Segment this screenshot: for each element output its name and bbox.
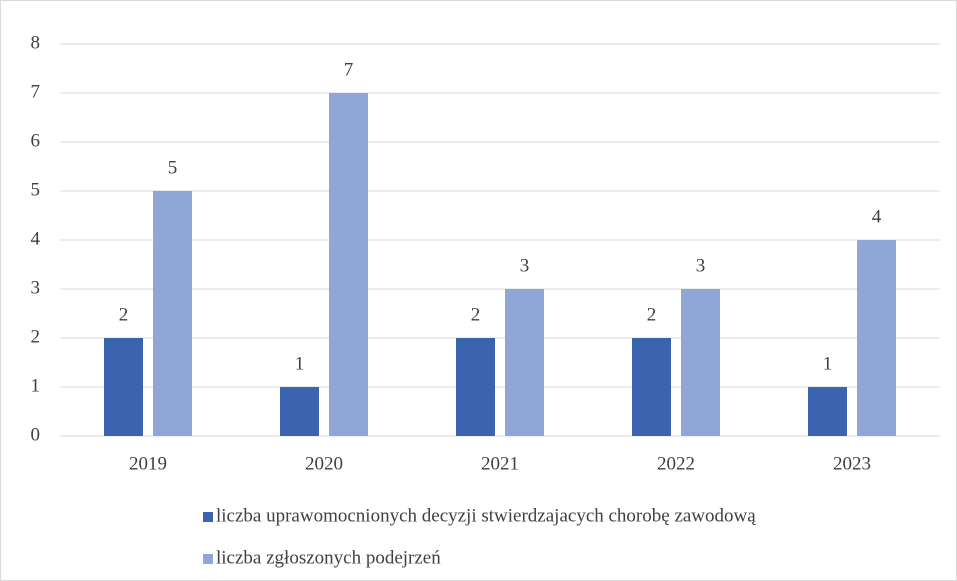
bar xyxy=(632,338,671,436)
y-tick-label: 2 xyxy=(31,326,41,347)
bar xyxy=(857,240,896,436)
y-tick-label: 5 xyxy=(31,179,41,200)
x-tick-label: 2023 xyxy=(833,453,871,474)
y-tick-label: 7 xyxy=(31,81,41,102)
bar xyxy=(104,338,143,436)
bar xyxy=(280,387,319,436)
bar xyxy=(808,387,847,436)
data-label: 3 xyxy=(520,255,530,276)
legend-label: liczba uprawomocnionych decyzji stwierdz… xyxy=(216,505,756,526)
data-label: 1 xyxy=(823,353,833,374)
y-tick-label: 3 xyxy=(31,277,41,298)
x-tick-label: 2022 xyxy=(657,453,695,474)
legend-swatch xyxy=(203,512,213,522)
y-tick-label: 8 xyxy=(31,32,41,53)
bar xyxy=(456,338,495,436)
bar xyxy=(329,93,368,436)
legend-label: liczba zgłoszonych podejrzeń xyxy=(216,547,441,568)
bar xyxy=(153,191,192,436)
data-label: 3 xyxy=(696,255,706,276)
data-label: 1 xyxy=(295,353,305,374)
data-label: 2 xyxy=(119,304,129,325)
y-tick-label: 0 xyxy=(31,424,41,445)
data-label: 5 xyxy=(168,157,178,178)
bar xyxy=(505,289,544,436)
y-tick-label: 1 xyxy=(31,375,41,396)
data-label: 2 xyxy=(647,304,657,325)
x-tick-label: 2019 xyxy=(129,453,167,474)
legend-swatch xyxy=(203,554,213,564)
data-label: 4 xyxy=(872,206,882,227)
data-label: 2 xyxy=(471,304,481,325)
x-tick-label: 2021 xyxy=(481,453,519,474)
y-tick-label: 4 xyxy=(31,228,41,249)
data-label: 7 xyxy=(344,59,354,80)
x-tick-label: 2020 xyxy=(305,453,343,474)
y-tick-label: 6 xyxy=(31,130,41,151)
bar xyxy=(681,289,720,436)
